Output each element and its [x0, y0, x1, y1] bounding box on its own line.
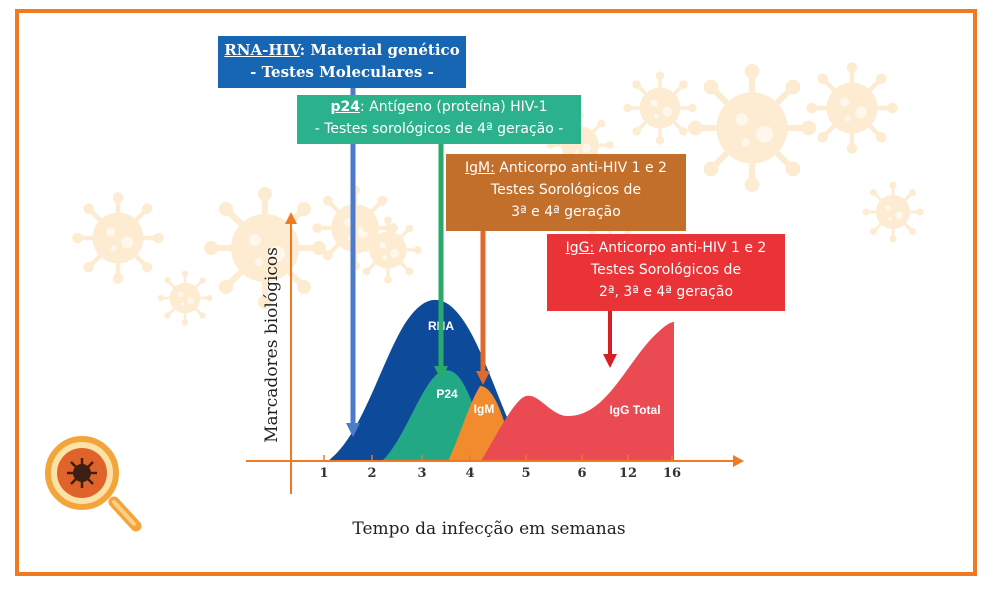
x-tick-label: 6	[577, 466, 586, 481]
series-label-p24: P24	[436, 387, 458, 401]
marker-curves	[328, 299, 674, 461]
igg-description: Anticorpo anti-HIV 1 e 2	[594, 240, 767, 256]
arrow-rna-head	[346, 423, 360, 437]
p24-title: p24	[330, 99, 361, 115]
magnifier-virus-icon	[45, 436, 142, 532]
igm-generations: 3ª e 4ª geração	[511, 204, 621, 220]
y-axis-title: Marcadores biológicos	[262, 247, 282, 443]
igg-title: IgG:	[565, 240, 595, 256]
rna-annotation-box: RNA-HIV: Material genético - Testes Mole…	[218, 36, 466, 88]
p24-description: : Antígeno (proteína) HIV-1	[360, 99, 548, 115]
igm-annotation-box: IgM: Anticorpo anti-HIV 1 e 2 Testes Sor…	[446, 154, 686, 231]
igg-generations: 2ª, 3ª e 4ª geração	[598, 284, 734, 300]
series-label-igg-total: IgG Total	[609, 403, 660, 417]
igm-description: Anticorpo anti-HIV 1 e 2	[494, 160, 667, 176]
x-tick-label: 5	[521, 466, 530, 481]
x-tick-label: 3	[417, 466, 426, 481]
x-tick-label: 1	[319, 466, 328, 481]
series-label-igm: IgM	[474, 402, 495, 416]
series-labels: RNAP24IgMIgG Total	[428, 319, 661, 417]
arrow-igm-head	[476, 371, 490, 385]
x-tick-label: 2	[367, 466, 376, 481]
rna-title: RNA-HIV	[224, 41, 300, 59]
x-tick-label: 16	[663, 466, 681, 481]
x-tick-label: 4	[465, 466, 474, 481]
arrow-igg-head	[603, 354, 617, 368]
arrow-p24-head	[434, 366, 448, 380]
rna-description: : Material genético	[299, 41, 460, 59]
x-axis-title: Tempo da infecção em semanas	[352, 519, 625, 539]
x-tick-labels: 1 2 3 4 5 6 12 16	[319, 455, 681, 481]
p24-annotation-box: p24: Antígeno (proteína) HIV-1 - Testes …	[297, 95, 581, 144]
axes	[246, 212, 744, 494]
x-axis-arrow	[733, 455, 744, 467]
curve-igg-total	[481, 322, 674, 461]
igm-tests: Testes Sorológicos de	[490, 182, 642, 198]
igm-title: IgM:	[465, 160, 495, 176]
igg-annotation-box: IgG: Anticorpo anti-HIV 1 e 2 Testes Sor…	[547, 234, 785, 311]
igg-tests: Testes Sorológicos de	[590, 262, 742, 278]
y-axis-arrow	[285, 212, 297, 224]
p24-tests: - Testes sorológicos de 4ª geração -	[314, 121, 564, 137]
rna-tests: - Testes Moleculares -	[250, 63, 434, 81]
x-tick-label: 12	[619, 466, 637, 481]
